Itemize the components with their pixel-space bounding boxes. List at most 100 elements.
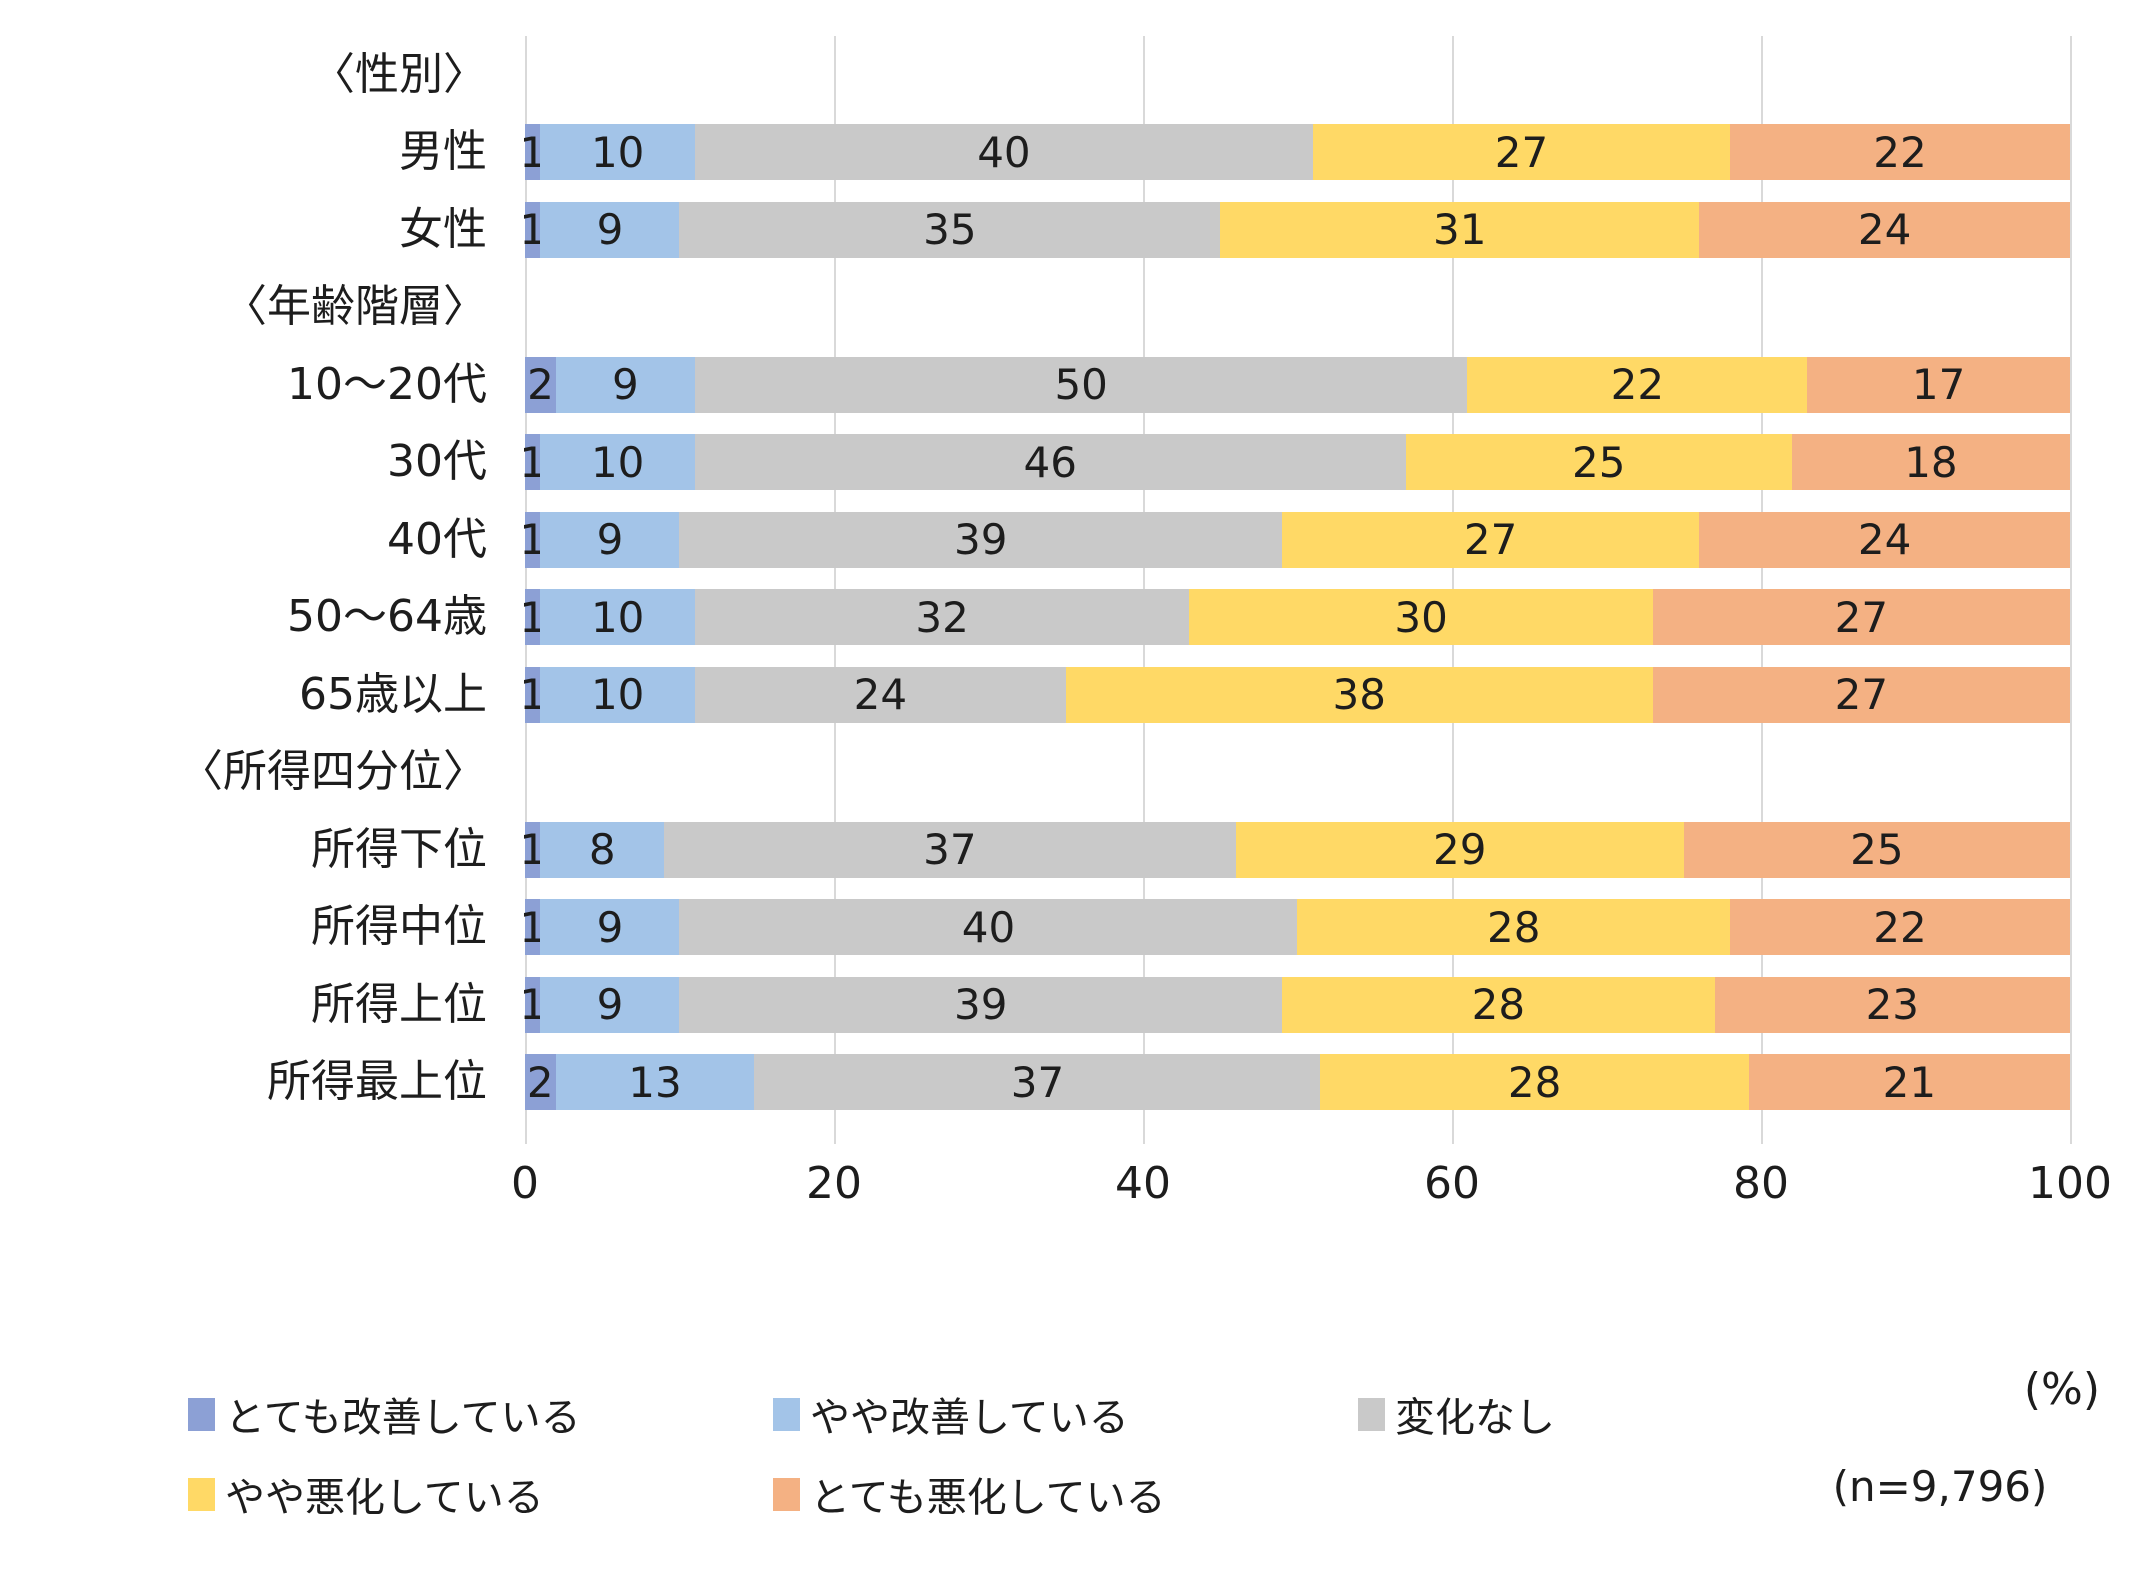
legend-row: やや悪化している とても悪化している: [188, 1465, 1948, 1523]
group-label: 〈所得四分位〉: [179, 746, 487, 798]
legend-item: 変化なし: [1358, 1385, 1943, 1443]
bar-segment-value: 17: [1911, 360, 1966, 410]
bar-segment-value: 24: [853, 670, 908, 720]
legend-swatch-icon: [773, 1397, 800, 1431]
bar-segment: 2: [525, 356, 556, 413]
bar-segment: 27: [1652, 666, 2070, 723]
bar-segment: 50: [694, 356, 1468, 413]
legend-row: とても改善している やや改善している 変化なし: [188, 1385, 1948, 1443]
bar-segment-value: 9: [596, 902, 624, 952]
bar-segment-value: 46: [1023, 437, 1077, 487]
bar-segment: 37: [664, 821, 1236, 878]
bar-segment-value: 21: [1882, 1057, 1937, 1107]
bar-track: 1 10 46 25 18: [519, 434, 2070, 491]
bar-segment-value: 28: [1507, 1057, 1562, 1107]
category-label: 所得中位: [311, 901, 487, 953]
bar-segment-value: 39: [954, 515, 1008, 565]
x-axis: 0 20 40 60 80 100: [511, 1156, 2112, 1212]
x-tick-label: 0: [511, 1158, 539, 1209]
bar-segment: 10: [540, 589, 695, 646]
bar-segment-value: 22: [1610, 360, 1665, 410]
bar-track: 1 10 32 30 27: [519, 589, 2070, 646]
bar-row: 所得下位 1 8 37 29 25: [0, 811, 2070, 889]
bar-segment-value: 8: [588, 825, 616, 875]
legend-label: 変化なし: [1395, 1395, 1555, 1441]
bar-track: 2 13 37 28 21: [525, 1054, 2070, 1111]
bar-segment-value: 10: [590, 592, 645, 642]
bar-segment-value: 24: [1857, 205, 1912, 255]
bar-track: [525, 279, 2070, 335]
bar-track: 1 8 37 29 25: [519, 821, 2070, 878]
bar-segment: 1: [519, 821, 546, 878]
bar-segment-value: 37: [1010, 1057, 1065, 1107]
bar-track: 1 9 39 27 24: [519, 511, 2070, 568]
category-label: 50〜64歳: [287, 591, 487, 643]
bar-segment: 27: [1312, 124, 1731, 181]
bar-segment: 1: [519, 666, 546, 723]
x-tick-label: 80: [1733, 1158, 1789, 1209]
group-row: 〈性別〉: [0, 36, 2070, 114]
bar-segment: 13: [555, 1054, 755, 1111]
bar-segment: 40: [679, 899, 1298, 956]
bar-segment-value: 22: [1873, 902, 1927, 952]
unit-label: (%): [2023, 1364, 2100, 1415]
legend-swatch-icon: [1358, 1397, 1385, 1431]
bar-segment: 39: [679, 511, 1283, 568]
bar-segment: 9: [540, 976, 680, 1033]
bar-segment: 22: [1467, 356, 1808, 413]
bar-segment-value: 2: [527, 360, 554, 410]
bar-segment: 24: [694, 666, 1066, 723]
bar-segment: 39: [679, 976, 1283, 1033]
bar-segment-value: 24: [1857, 515, 1912, 565]
bar-segment-value: 10: [590, 670, 645, 720]
bar-track: [525, 47, 2070, 103]
x-tick-label: 60: [1424, 1158, 1480, 1209]
bar-segment-value: 27: [1834, 670, 1889, 720]
bar-track: 1 9 35 31 24: [519, 201, 2070, 258]
bar-segment: 31: [1220, 201, 1700, 258]
bar-row: 50〜64歳 1 10 32 30 27: [0, 579, 2070, 657]
bar-segment-value: 35: [923, 205, 977, 255]
bar-row: 30代 1 10 46 25 18: [0, 424, 2070, 502]
bar-segment: 46: [694, 434, 1406, 491]
x-tick-label: 40: [1115, 1158, 1171, 1209]
bar-segment-value: 18: [1904, 437, 1958, 487]
sample-size-label: (n=9,796): [1832, 1462, 2048, 1511]
bar-segment: 29: [1235, 821, 1684, 878]
bar-segment: 1: [519, 976, 546, 1033]
bar-segment: 32: [694, 589, 1190, 646]
bar-row: 所得中位 1 9 40 28 22: [0, 889, 2070, 967]
bar-segment-value: 31: [1432, 205, 1487, 255]
bar-segment: 1: [519, 899, 546, 956]
bar-track: 1 9 39 28 23: [519, 976, 2070, 1033]
bar-row: 10〜20代 2 9 50 22 17: [0, 346, 2070, 424]
bar-segment-value: 50: [1054, 360, 1108, 410]
category-label: 10〜20代: [287, 358, 487, 410]
bar-segment-value: 25: [1850, 825, 1904, 875]
category-label: 男性: [399, 126, 487, 178]
bar-segment: 40: [694, 124, 1313, 181]
bar-segment: 1: [519, 124, 546, 181]
bar-segment: 21: [1748, 1054, 2070, 1111]
bar-segment: 24: [1699, 511, 2070, 568]
bar-segment: 18: [1791, 434, 2070, 491]
bar-segment: 30: [1189, 589, 1653, 646]
bar-segment: 1: [519, 511, 546, 568]
bar-segment-value: 22: [1873, 127, 1927, 177]
chart-rows: 〈性別〉 男性 1 10 40 27 22 女性 1 9 35 31 24 〈年齢階層〉 10〜20代 2 9 5…: [0, 36, 2070, 1121]
category-label: 65歳以上: [299, 668, 487, 720]
legend-item: とても改善している: [188, 1385, 773, 1443]
bar-segment: 10: [540, 434, 695, 491]
bar-segment: 10: [540, 666, 695, 723]
bar-segment: 8: [540, 821, 665, 878]
legend-label: とても悪化している: [810, 1475, 1166, 1521]
bar-segment: 9: [540, 511, 680, 568]
legend-label: とても改善している: [225, 1395, 581, 1441]
bar-row: 65歳以上 1 10 24 38 27: [0, 656, 2070, 734]
category-label: 所得下位: [311, 823, 487, 875]
bar-segment-value: 27: [1494, 127, 1549, 177]
bar-segment: 37: [754, 1054, 1321, 1111]
legend-swatch-icon: [773, 1477, 800, 1511]
bar-segment-value: 40: [961, 902, 1016, 952]
bar-segment-value: 28: [1487, 902, 1541, 952]
